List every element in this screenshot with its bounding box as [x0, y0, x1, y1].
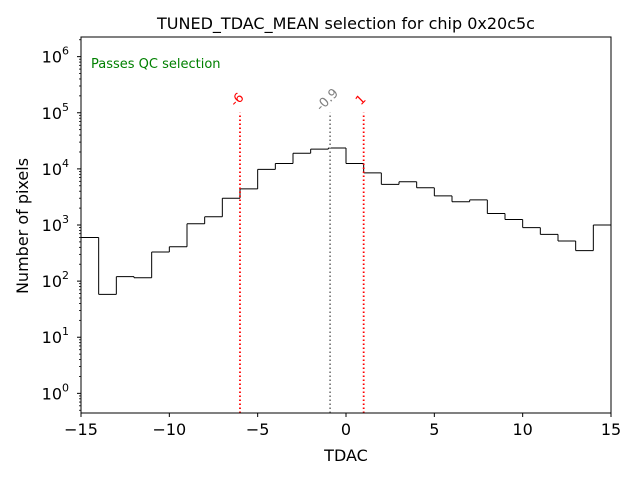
threshold-marker-label: -0.9 — [313, 86, 342, 115]
plot-frame — [80, 36, 612, 414]
x-tick-label: 5 — [429, 420, 439, 439]
y-tick-label: 104 — [42, 157, 69, 179]
y-tick-label: 103 — [42, 213, 69, 235]
y-tick-label: 105 — [42, 101, 69, 123]
threshold-marker-label: -6 — [228, 90, 248, 110]
qc-annotation: Passes QC selection — [91, 57, 221, 72]
threshold-marker-label: 1 — [353, 92, 369, 108]
y-tick-label: 101 — [42, 325, 69, 347]
y-tick-label: 106 — [42, 45, 69, 67]
y-tick-label: 100 — [42, 381, 69, 403]
x-tick-label: −10 — [152, 420, 186, 439]
y-axis-label: Number of pixels — [13, 158, 32, 294]
x-tick-label: −5 — [246, 420, 270, 439]
x-tick-label: 15 — [601, 420, 621, 439]
x-axis-label: TDAC — [323, 446, 368, 465]
chart-title: TUNED_TDAC_MEAN selection for chip 0x20c… — [156, 14, 535, 34]
x-tick-label: 10 — [512, 420, 532, 439]
y-tick-label: 102 — [42, 269, 69, 291]
plot-area: -6 -0.9 1 −15 −10 −5 0 5 10 15 100 101 102 103 104 105 1… — [42, 36, 621, 439]
x-tick-label: 0 — [341, 420, 351, 439]
x-tick-label: −15 — [64, 420, 98, 439]
